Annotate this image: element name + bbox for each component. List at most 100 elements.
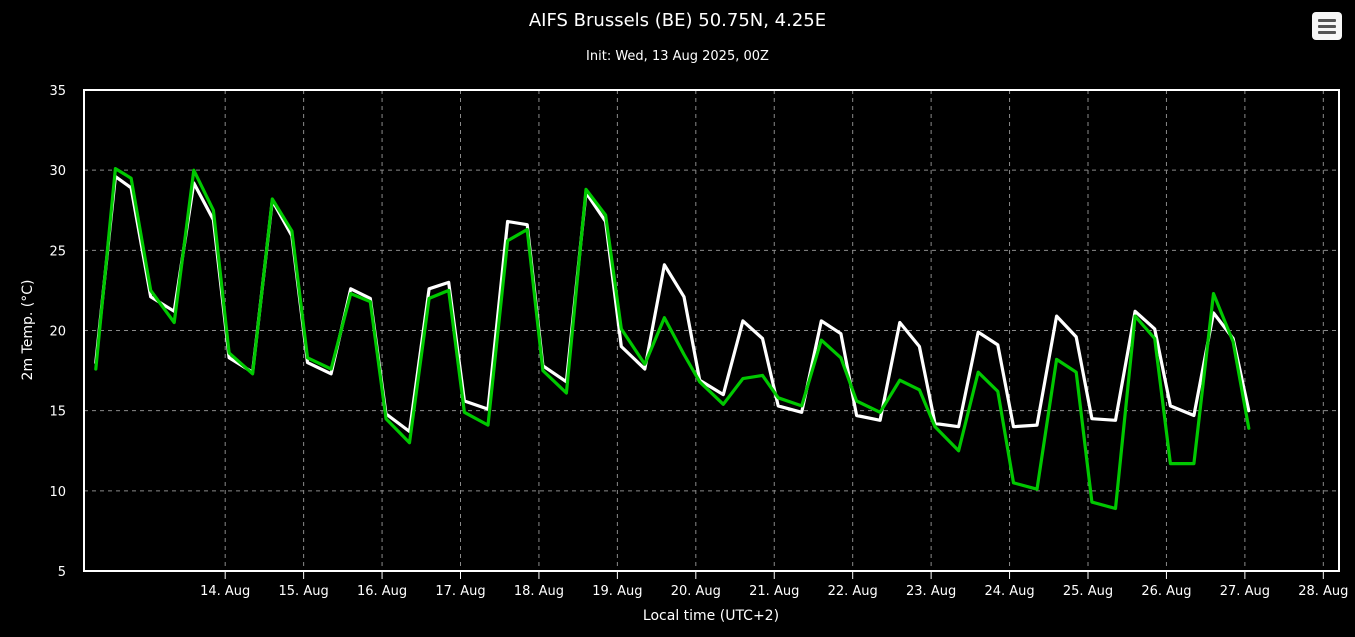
data-point bbox=[1090, 500, 1094, 504]
y-axis-label: 2m Temp. (°C) bbox=[20, 280, 36, 381]
data-point bbox=[306, 356, 309, 359]
data-point bbox=[584, 188, 588, 191]
data-point bbox=[777, 404, 780, 408]
data-point bbox=[486, 423, 490, 427]
x-tick-label: 18. Aug bbox=[514, 584, 564, 599]
data-point bbox=[369, 300, 372, 303]
data-point bbox=[741, 377, 745, 380]
data-point bbox=[271, 197, 274, 201]
data-point bbox=[149, 295, 152, 298]
data-point bbox=[1192, 414, 1196, 417]
data-point bbox=[349, 287, 352, 290]
y-tick-label: 25 bbox=[49, 244, 66, 259]
data-point bbox=[1169, 404, 1172, 408]
data-point bbox=[878, 419, 882, 422]
data-point bbox=[447, 281, 450, 284]
data-point bbox=[526, 228, 529, 231]
data-point bbox=[698, 380, 701, 383]
data-point bbox=[1114, 507, 1117, 510]
x-tick-label: 25. Aug bbox=[1063, 584, 1113, 599]
data-point bbox=[408, 441, 411, 444]
data-point bbox=[620, 345, 623, 348]
data-point bbox=[212, 209, 215, 212]
series-1 bbox=[94, 175, 1251, 434]
data-point bbox=[1247, 427, 1251, 430]
data-point bbox=[898, 379, 901, 382]
data-point bbox=[620, 327, 623, 331]
x-axis: 14. Aug 15. Aug 16. Aug 17. Aug 18. Aug 19. A… bbox=[200, 571, 1348, 599]
data-point bbox=[761, 337, 764, 340]
data-point bbox=[1153, 337, 1156, 340]
data-point bbox=[173, 321, 176, 324]
data-point bbox=[800, 404, 803, 408]
x-tick-label: 19. Aug bbox=[592, 584, 642, 599]
data-point bbox=[741, 319, 745, 323]
data-point bbox=[251, 372, 254, 375]
y-tick-label: 20 bbox=[49, 325, 66, 340]
x-tick-label: 28. Aug bbox=[1298, 584, 1348, 599]
data-point bbox=[777, 396, 780, 399]
data-point bbox=[463, 411, 466, 414]
data-point bbox=[506, 239, 509, 242]
data-point bbox=[663, 316, 666, 319]
plot-frame bbox=[83, 89, 1340, 572]
data-point bbox=[506, 220, 509, 223]
x-tick-label: 15. Aug bbox=[279, 584, 329, 599]
y-tick-label: 35 bbox=[49, 84, 66, 99]
data-point bbox=[290, 229, 294, 233]
data-point bbox=[957, 449, 960, 452]
data-point bbox=[541, 369, 545, 372]
data-point bbox=[369, 297, 372, 300]
chart-title: AIFS Brussels (BE) 50.75N, 4.25E bbox=[528, 10, 827, 31]
hamburger-menu-icon[interactable] bbox=[1312, 12, 1342, 40]
y-tick-label: 5 bbox=[58, 565, 66, 580]
data-point bbox=[306, 361, 309, 364]
data-point bbox=[761, 374, 764, 377]
data-point bbox=[114, 167, 117, 170]
data-point bbox=[1192, 462, 1196, 465]
data-point bbox=[349, 292, 352, 295]
data-point bbox=[192, 169, 195, 172]
data-point bbox=[1212, 292, 1215, 295]
data-point bbox=[384, 417, 388, 420]
data-point bbox=[839, 356, 843, 359]
data-point bbox=[918, 345, 921, 348]
data-point bbox=[643, 363, 646, 366]
y-axis: 5 10 15 20 25 30 35 bbox=[49, 84, 66, 580]
data-point bbox=[526, 223, 529, 226]
data-point bbox=[1133, 310, 1137, 313]
data-point bbox=[996, 343, 999, 347]
data-point bbox=[565, 391, 568, 395]
data-point bbox=[604, 213, 607, 217]
data-point bbox=[1075, 371, 1078, 374]
data-point bbox=[1114, 419, 1117, 422]
x-tick-label: 21. Aug bbox=[749, 584, 799, 599]
data-point bbox=[898, 321, 901, 324]
data-point bbox=[977, 371, 980, 374]
chart-subtitle: Init: Wed, 13 Aug 2025, 00Z bbox=[586, 49, 769, 64]
x-tick-label: 24. Aug bbox=[984, 584, 1034, 599]
data-point bbox=[839, 332, 843, 335]
data-point bbox=[1090, 417, 1094, 420]
data-point bbox=[94, 367, 98, 371]
x-tick-label: 17. Aug bbox=[435, 584, 485, 599]
data-point bbox=[933, 425, 937, 428]
data-point bbox=[682, 353, 686, 356]
data-point bbox=[329, 367, 333, 371]
data-point bbox=[820, 338, 823, 342]
data-point bbox=[1133, 314, 1137, 318]
data-point bbox=[427, 287, 431, 290]
series-2 bbox=[94, 167, 1251, 511]
data-point bbox=[1231, 340, 1235, 343]
y-tick-label: 10 bbox=[49, 485, 66, 500]
series-line-1 bbox=[94, 175, 1251, 434]
data-point bbox=[957, 425, 960, 428]
x-axis-label: Local time (UTC+2) bbox=[643, 608, 779, 624]
x-tick-label: 26. Aug bbox=[1141, 584, 1191, 599]
series-line-2 bbox=[94, 167, 1251, 511]
data-point bbox=[918, 388, 921, 391]
data-point bbox=[329, 372, 333, 375]
x-tick-label: 23. Aug bbox=[906, 584, 956, 599]
